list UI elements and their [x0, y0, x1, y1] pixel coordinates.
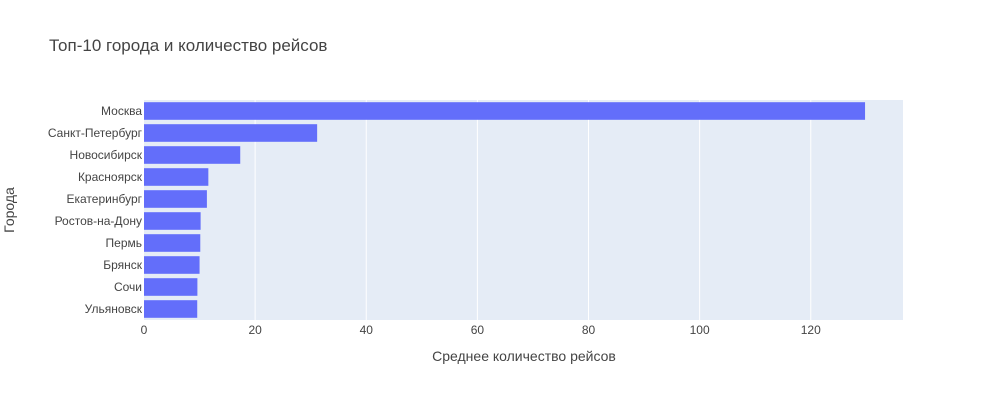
x-tick-label: 0: [141, 323, 148, 337]
bars: [144, 102, 866, 318]
bar[interactable]: [144, 102, 866, 120]
x-tick-labels: 0 20 40 60 80 100 120: [141, 323, 821, 337]
y-tick-label: Екатеринбург: [67, 192, 143, 206]
y-tick-label: Красноярск: [78, 170, 143, 184]
x-tick-label: 100: [690, 323, 710, 337]
x-tick-label: 20: [248, 323, 262, 337]
bar[interactable]: [144, 256, 200, 274]
y-tick-label: Сочи: [114, 280, 142, 294]
x-tick-label: 80: [582, 323, 596, 337]
y-axis-title: Города: [1, 187, 17, 233]
y-tick-label: Пермь: [106, 236, 142, 250]
bar[interactable]: [144, 146, 241, 164]
bar[interactable]: [144, 124, 318, 142]
bar[interactable]: [144, 168, 209, 186]
x-tick-label: 120: [801, 323, 821, 337]
x-tick-label: 40: [360, 323, 374, 337]
bar[interactable]: [144, 190, 207, 208]
chart-title: Топ-10 города и количество рейсов: [49, 36, 327, 55]
y-tick-label: Ростов-на-Дону: [55, 214, 142, 228]
y-tick-label: Ульяновск: [85, 302, 143, 316]
bar[interactable]: [144, 234, 201, 252]
x-tick-label: 60: [471, 323, 485, 337]
y-tick-labels: Москва Санкт-Петербург Новосибирск Краснояр…: [48, 104, 143, 316]
x-axis-title: Среднее количество рейсов: [432, 348, 616, 364]
y-tick-label: Брянск: [103, 258, 143, 272]
bar[interactable]: [144, 300, 198, 318]
y-tick-label: Санкт-Петербург: [48, 126, 143, 140]
bar[interactable]: [144, 212, 201, 230]
y-tick-label: Москва: [101, 104, 142, 118]
bar[interactable]: [144, 278, 198, 296]
y-tick-label: Новосибирск: [70, 148, 143, 162]
